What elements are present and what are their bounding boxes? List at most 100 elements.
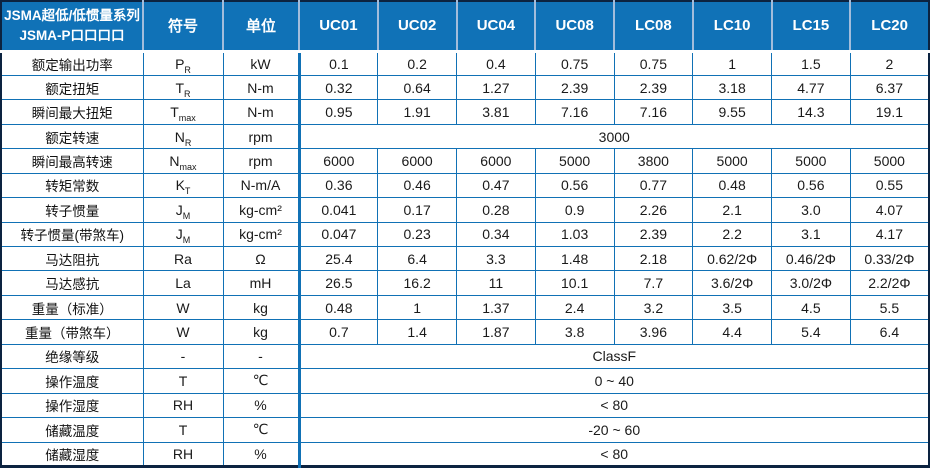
value-cell: 2.2 [692,221,772,248]
value-cell: 25.4 [297,245,379,272]
value-cell: 3.5 [692,294,772,321]
value-cell: 3.0/2Φ [771,270,851,296]
unit-cell: Ω [222,245,300,272]
value-cell: 0.75 [613,50,694,76]
unit-cell: rpm [222,148,300,174]
value-cell: 0.23 [377,221,457,248]
spec-row: 转子惯量(带煞车) JM kg-cm² 0.047 0.23 0.34 1.03 2.39 2.… [0,221,930,248]
spec-row: 瞬间最大扭矩 Tmax N-m 0.95 1.91 3.81 7.16 7.16 9.55 14.… [0,99,930,125]
model-header-uc01: UC01 [298,1,378,53]
symbol-cell: T [142,368,224,394]
value-cell: 1 [692,50,772,76]
value-cell: 0.047 [297,221,379,248]
value-cell: 6.4 [377,245,457,272]
value-cell: 3800 [613,148,694,174]
symbol-subscript: R [184,64,191,75]
value-cell: 2 [849,50,930,76]
spec-row: 额定扭矩 TR N-m 0.32 0.64 1.27 2.39 2.39 3.18 4.77 6.3… [0,74,930,101]
unit-cell: ℃ [222,368,300,394]
value-cell: 2.39 [613,74,694,101]
value-cell: 7.16 [613,99,694,125]
model-header-uc08: UC08 [534,1,614,53]
value-cell: 5.4 [771,319,851,345]
value-cell: 1.91 [377,99,457,125]
symbol-cell: JM [142,197,224,223]
value-cell: 16.2 [377,270,457,296]
model-header-lc10: LC10 [691,1,772,53]
value-cell: 6000 [297,148,379,174]
value-cell: 1.4 [377,319,457,345]
value-cell: 0.34 [456,221,536,248]
value-cell: 2.39 [534,74,615,101]
value-cell: 3.3 [456,245,536,272]
value-cell: 10.1 [534,270,615,296]
value-cell: 5000 [534,148,615,174]
value-cell: 19.1 [849,99,930,125]
row-label: 储藏湿度 [0,441,144,467]
symbol-cell: Tmax [142,99,224,125]
unit-cell: N-m/A [222,172,300,199]
symbol-cell: T [142,417,224,443]
symbol-cell: KT [142,172,224,199]
unit-cell: ℃ [222,417,300,443]
value-cell: 2.2/2Φ [849,270,930,296]
value-cell: 0.17 [377,197,457,223]
spec-row: 储藏温度 T ℃ -20 ~ 60 [0,417,930,443]
value-cell: 3.6/2Φ [692,270,772,296]
model-header-lc08: LC08 [613,1,693,53]
value-cell: 0.1 [297,50,379,76]
row-label: 操作湿度 [0,392,144,419]
row-label: 马达感抗 [0,270,144,296]
value-cell: 0.95 [297,99,379,125]
value-cell: 0.36 [297,172,379,199]
unit-cell: N-m [222,74,300,101]
value-cell: 5.5 [849,294,930,321]
spec-row: 转矩常数 KT N-m/A 0.36 0.46 0.47 0.56 0.77 0.48 0.56 0… [0,172,930,199]
model-header-uc02: UC02 [376,1,457,53]
unit-cell: N-m [222,99,300,125]
symbol-subscript: M [182,235,191,246]
symbol-cell: RH [142,392,224,419]
value-cell: 6000 [377,148,457,174]
symbol-cell: RH [142,441,224,467]
value-cell: 2.1 [692,197,772,223]
value-cell: 1.48 [534,245,615,272]
value-cell: 0.75 [534,50,615,76]
value-cell: 0.56 [771,172,851,199]
value-cell: 5000 [771,148,851,174]
unit-cell: rpm [222,123,300,150]
value-cell: 6.37 [849,74,930,101]
value-cell: 2.39 [613,221,694,248]
value-cell: 0.48 [297,294,379,321]
spec-row: 储藏湿度 RH% < 80 [0,441,930,467]
row-label: 转矩常数 [0,172,144,199]
value-cell: 0.32 [297,74,379,101]
spec-table-body: 额定输出功率 PR kW 0.1 0.2 0.4 0.75 0.75 1 1.5 2 额定扭矩 TR N-… [0,50,930,467]
row-label: 储藏温度 [0,417,144,443]
value-cell: 11 [456,270,536,296]
spec-row: 马达感抗 La mH 26.5 16.2 11 10.1 7.7 3.6/2Φ 3.0/2Φ 2.2… [0,270,930,296]
unit-cell: % [222,392,300,419]
spec-row: 操作温度 T ℃ 0 ~ 40 [0,368,930,394]
series-title-line2: JSMA-P口口口口 [19,27,125,43]
unit-cell: mH [222,270,300,296]
value-cell: 4.07 [849,197,930,223]
value-cell: 0.48 [692,172,772,199]
value-cell: 1.87 [456,319,536,345]
model-header-lc20: LC20 [849,1,929,53]
value-cell: 0.55 [849,172,930,199]
row-label: 马达阻抗 [0,245,144,272]
symbol-subscript: R [184,88,191,99]
merged-value-cell: -20 ~ 60 [297,417,930,443]
value-cell: 6000 [456,148,536,174]
spec-row: 绝缘等级 - - ClassF [0,343,930,370]
merged-value-cell: ClassF [297,343,930,370]
symbol-cell: W [142,319,224,345]
merged-value-cell: 3000 [297,123,930,150]
spec-row: 额定输出功率 PR kW 0.1 0.2 0.4 0.75 0.75 1 1.5 2 [0,50,930,76]
spec-row: 额定转速 NR rpm 3000 [0,123,930,150]
value-cell: 0.4 [456,50,536,76]
unit-cell: kg-cm² [222,197,300,223]
